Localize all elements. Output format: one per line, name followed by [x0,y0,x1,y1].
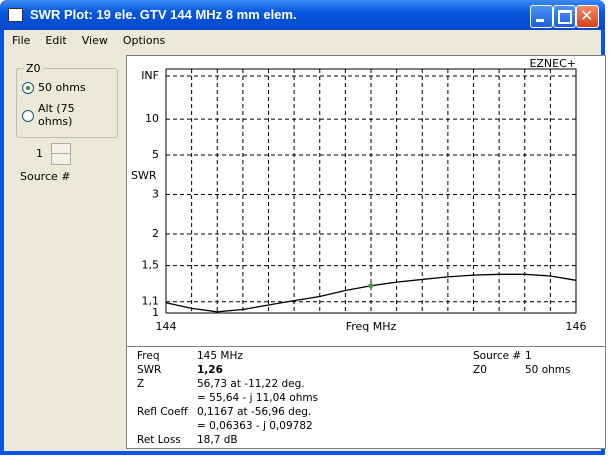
y-tick-label: INF [141,69,159,82]
radio-label[interactable]: Alt (75 ohms) [38,102,75,128]
y-axis-label: SWR [131,169,157,182]
radio[interactable] [22,110,34,122]
info-label: Freq [137,350,160,362]
info-value: 0,1167 at -56,96 deg. [197,406,312,418]
client-area: File Edit View Options Z0 50 ohms Alt (75 o… [4,30,606,451]
close-button[interactable]: ✕ [576,5,599,28]
freq-marker [368,283,374,289]
y-tick-label: 5 [152,148,159,161]
menu-bar: File Edit View Options [4,30,601,50]
app-icon [8,8,23,22]
menu-item[interactable]: Options [122,34,166,47]
info-value: 145 MHz [197,350,243,362]
y-tick-label: 1,5 [142,259,160,272]
info-label: Ret Loss [137,434,181,446]
radio-label[interactable]: 50 ohms [38,81,86,94]
y-tick-label: 1,1 [142,295,160,308]
menu-item[interactable]: Edit [45,34,67,47]
y-tick-label: 1 [152,306,159,319]
info-value: 1,26 [197,364,223,376]
group-title: Z0 [24,62,43,75]
x-tick-label: 144 [156,320,177,333]
z0-group [16,68,118,138]
info-label: SWR [137,364,162,376]
y-tick-label: 3 [152,188,159,201]
info-value: = 0,06363 - j 0,09782 [197,420,313,432]
corner-label: EZNEC+ [529,57,576,70]
info-value: 18,7 dB [197,434,238,446]
spinner[interactable] [51,143,71,165]
info-panel: Freq 145 MHz SWR 1,26 Z 56,73 at -11,22 deg. =… [126,346,606,449]
info-value: 50 ohms [525,364,571,376]
title-bar: SWR Plot: 19 ele. GTV 144 MHz 8 mm elem.… [0,0,605,30]
radio[interactable] [22,82,34,94]
y-tick-label: 2 [152,227,159,240]
window-title: SWR Plot: 19 ele. GTV 144 MHz 8 mm elem. [30,7,297,22]
info-label: Z0 [473,364,487,376]
spinner-label: Source # [20,170,71,183]
info-label: Source # [473,350,522,362]
info-value: = 55,64 - j 11,04 ohms [197,392,319,404]
menu-item[interactable]: File [12,34,31,47]
menu-item[interactable]: View [81,34,108,47]
info-label: Refl Coeff [137,406,188,418]
info-value: 1 [525,350,532,362]
x-axis-label: Freq MHz [346,320,397,333]
spinner-value: 1 [36,147,43,160]
y-tick-label: 10 [145,112,159,125]
minimize-button[interactable] [530,5,553,28]
maximize-button[interactable] [553,5,576,28]
info-value: 56,73 at -11,22 deg. [197,378,305,390]
info-label: Z [137,378,145,390]
x-tick-label: 146 [566,320,587,333]
